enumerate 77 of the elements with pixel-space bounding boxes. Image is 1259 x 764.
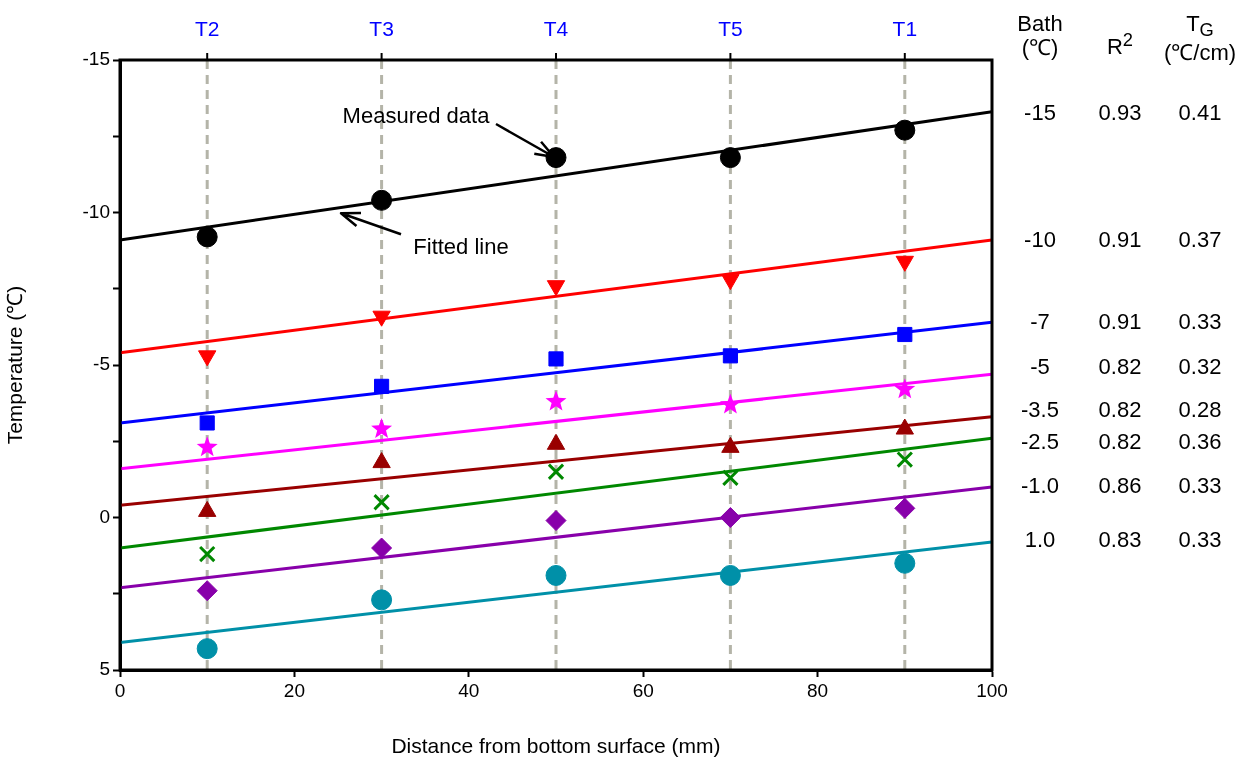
point (721, 469, 739, 487)
ref-line-label: T1 (892, 16, 918, 40)
text: -15 (1024, 99, 1056, 126)
text: 0.93 (1098, 99, 1142, 126)
annotation: Fitted line (413, 233, 509, 259)
text: 0.86 (1098, 472, 1142, 499)
x-tick-label: 80 (807, 679, 829, 701)
point (199, 415, 215, 431)
x-tick-label: 20 (283, 679, 305, 701)
point (545, 564, 567, 586)
text: Bath (℃) (1016, 11, 1064, 61)
point (371, 589, 393, 611)
text: 0.28 (1178, 396, 1222, 423)
x-tick-label: 40 (458, 679, 480, 701)
text: 0.82 (1098, 396, 1142, 423)
text: -1.0 (1021, 472, 1059, 499)
text: 0.37 (1178, 226, 1222, 253)
point (196, 436, 218, 457)
y-tick-label: 5 (99, 658, 110, 680)
point (371, 418, 393, 438)
text: 1.0 (1024, 526, 1056, 553)
point (719, 147, 741, 169)
text: 0.33 (1178, 472, 1222, 499)
point (894, 497, 916, 519)
point (719, 507, 741, 528)
ref-line-label: T2 (194, 16, 220, 40)
x-tick-label: 100 (976, 679, 1008, 701)
point (545, 510, 567, 532)
text: 0.32 (1178, 353, 1222, 380)
point (371, 189, 393, 211)
point (897, 326, 913, 343)
text: 0.33 (1178, 526, 1222, 553)
x-tick-label: 0 (114, 679, 126, 701)
x-tick-label: 60 (632, 679, 654, 701)
point (373, 493, 391, 511)
point (719, 393, 741, 414)
text: 0.41 (1178, 99, 1222, 126)
point (548, 351, 564, 367)
text: -3.5 (1021, 396, 1059, 423)
text: -2.5 (1021, 428, 1059, 455)
annotation: Measured data (342, 102, 490, 128)
ref-line-label: T5 (718, 16, 743, 40)
text: 0.83 (1098, 526, 1142, 553)
point (371, 537, 393, 559)
ref-line-label: T3 (369, 16, 394, 40)
point (722, 348, 738, 364)
point (198, 545, 216, 563)
text: -5 (1030, 353, 1050, 380)
text: T$_{G}$ (℃/cm) (1162, 11, 1238, 65)
point (196, 226, 218, 248)
point (372, 452, 391, 469)
point (547, 463, 565, 481)
point (196, 580, 218, 602)
point (896, 450, 914, 469)
y-axis-title: Temperature (℃) (3, 285, 27, 445)
text: 0.36 (1178, 428, 1222, 455)
point (719, 564, 741, 586)
point (545, 390, 567, 411)
text: R$^{2}$ (1105, 29, 1135, 60)
y-tick-label: -5 (93, 353, 110, 375)
text: 0.82 (1098, 353, 1142, 380)
text: -7 (1030, 308, 1050, 335)
text: 0.33 (1178, 308, 1222, 335)
y-tick-label: 0 (99, 505, 110, 527)
text: -10 (1024, 226, 1056, 253)
ref-line-label: T4 (543, 16, 569, 40)
y-tick-label: -15 (82, 48, 110, 70)
text: 0.91 (1098, 226, 1142, 253)
text: 0.82 (1098, 428, 1142, 455)
point (894, 378, 916, 399)
y-tick-label: -10 (82, 200, 110, 222)
point (894, 552, 916, 574)
text: 0.91 (1098, 308, 1142, 335)
point (196, 638, 218, 660)
point (374, 378, 390, 394)
point (894, 119, 916, 141)
x-axis-title: Distance from bottom surface (mm) (391, 734, 721, 758)
